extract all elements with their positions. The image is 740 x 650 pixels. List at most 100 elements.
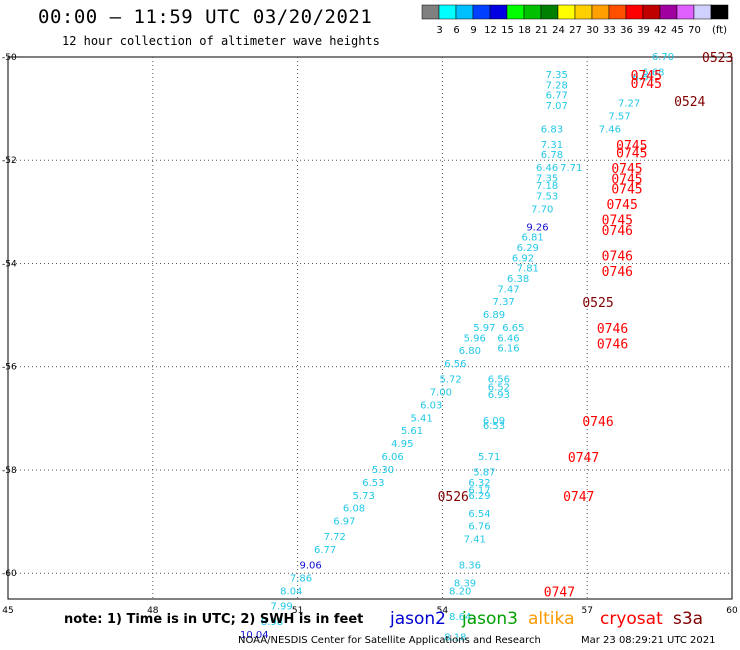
scale-tick-label: 39 <box>637 25 650 36</box>
latitude-label: -58 <box>2 466 17 476</box>
pass-time-label: 0746 <box>602 224 633 239</box>
wave-height-reading: 6.38 <box>507 274 529 285</box>
wave-height-reading: 6.68 <box>642 67 664 78</box>
longitude-label: 54 <box>437 606 449 616</box>
satellite-cryosat-label: cryosat <box>600 609 663 629</box>
wave-height-reading: 6.80 <box>459 346 481 357</box>
wave-height-reading: 7.57 <box>608 111 630 122</box>
pass-time-label: 0746 <box>602 265 633 280</box>
wave-height-reading: 6.46 <box>497 333 519 344</box>
latitude-label: -54 <box>2 259 17 269</box>
wave-height-reading: 6.92 <box>512 253 534 264</box>
wave-height-reading: 5.73 <box>353 491 375 502</box>
scale-tick-label: 70 <box>688 25 701 36</box>
satellite-s3a-label: s3a <box>673 609 704 629</box>
wave-height-reading: 8.36 <box>459 560 481 571</box>
wave-height-reading: 8.39 <box>454 579 476 590</box>
scale-tick-label: 9 <box>470 25 476 36</box>
wave-height-reading: 7.00 <box>430 388 452 399</box>
scale-tick-label: 12 <box>484 25 497 36</box>
pass-time-label: 0525 <box>582 296 613 311</box>
longitude-label: 51 <box>292 606 303 616</box>
wave-height-reading: 6.29 <box>517 243 539 254</box>
wave-height-reading: 4.95 <box>391 439 413 450</box>
map-subtitle: 12 hour collection of altimeter wave hei… <box>62 34 380 48</box>
wave-height-color-scale: 3 6 9 12 15 18 21 24 27 30 33 36 39 42 45 70 (ft) <box>421 4 729 36</box>
wave-height-reading: 6.70 <box>652 52 674 63</box>
wave-height-reading: 7.71 <box>560 163 582 174</box>
pass-time-label: 0746 <box>602 250 633 265</box>
longitude-label: 60 <box>726 606 738 616</box>
wave-height-reading: 6.76 <box>468 522 490 533</box>
map-frame <box>7 56 733 600</box>
satellite-jason2-label: jason2 <box>390 609 446 629</box>
latitude-label: -56 <box>2 363 17 373</box>
pass-time-label: 0526 <box>438 490 469 505</box>
scale-tick-label: 45 <box>671 25 684 36</box>
wave-height-reading: 5.97 <box>473 323 495 334</box>
wave-height-reading: 7.18 <box>536 181 558 192</box>
wave-height-reading: 7.47 <box>497 284 519 295</box>
wave-height-reading: 8.18 <box>444 633 466 644</box>
pass-time-label: 0745 <box>611 183 642 198</box>
wave-height-reading: 7.70 <box>531 204 553 215</box>
footer-note: note: 1) Time is in UTC; 2) SWH is in fe… <box>64 612 364 627</box>
wave-height-reading: 6.81 <box>521 233 543 244</box>
wave-height-reading: 6.17 <box>468 486 490 497</box>
wave-height-reading: 6.09 <box>483 416 505 427</box>
scale-tick-label: 21 <box>535 25 548 36</box>
wave-height-reading: 8.04 <box>280 586 302 597</box>
pass-time-label: 0523 <box>702 51 733 66</box>
scale-tick-label: 33 <box>603 25 616 36</box>
wave-height-reading: 7.27 <box>618 98 640 109</box>
wave-height-reading: 9.06 <box>299 560 321 571</box>
longitude-label: 45 <box>2 606 13 616</box>
wave-height-reading: 5.30 <box>372 465 394 476</box>
wave-height-reading: 5.72 <box>439 375 461 386</box>
pass-time-label: 0745 <box>611 162 642 177</box>
wave-height-reading: 6.78 <box>541 150 563 161</box>
footer-timestamp: Mar 23 08:29:21 UTC 2021 <box>581 635 716 646</box>
wave-height-reading: 7.53 <box>536 191 558 202</box>
pass-time-label: 0745 <box>631 77 662 92</box>
wave-height-reading: 6.65 <box>502 323 524 334</box>
wave-height-reading: 7.37 <box>493 297 515 308</box>
wave-height-reading: 6.53 <box>362 478 384 489</box>
scale-tick-label: 30 <box>586 25 599 36</box>
longitude-label: 57 <box>581 606 592 616</box>
wave-height-reading: 6.77 <box>314 545 336 556</box>
wave-height-reading: 7.41 <box>464 535 486 546</box>
wave-height-reading: 6.97 <box>333 517 355 528</box>
scale-swatch <box>710 4 729 20</box>
wave-height-reading: 9.26 <box>526 222 548 233</box>
scale-tick-label: 15 <box>501 25 514 36</box>
wave-height-reading: 6.46 <box>536 163 558 174</box>
pass-time-label: 0747 <box>568 451 599 466</box>
wave-height-reading: 7.07 <box>546 101 568 112</box>
wave-height-reading: 6.29 <box>468 491 490 502</box>
wave-height-reading: 10.04 <box>240 630 269 641</box>
wave-height-reading: 5.41 <box>410 413 432 424</box>
wave-height-reading: 7.81 <box>517 264 539 275</box>
scale-tick-label: 18 <box>518 25 531 36</box>
pass-time-label: 0745 <box>611 172 642 187</box>
scale-tick-label: 24 <box>552 25 565 36</box>
latitude-label: -52 <box>2 156 17 166</box>
scale-tick-label: 27 <box>569 25 582 36</box>
wave-height-reading: 5.87 <box>473 468 495 479</box>
wave-height-reading: 7.35 <box>546 70 568 81</box>
wave-height-reading: 6.61 <box>633 73 655 84</box>
scale-tick-label: 42 <box>654 25 667 36</box>
wave-height-reading: 6.54 <box>468 509 490 520</box>
latitude-label: -50 <box>2 53 17 63</box>
wave-height-reading: 6.56 <box>488 375 510 386</box>
scale-tick-label: 6 <box>453 25 459 36</box>
wave-height-reading: 6.93 <box>488 390 510 401</box>
pass-time-label: 0746 <box>582 415 613 430</box>
wave-height-reading: 6.16 <box>497 344 519 355</box>
wave-height-reading: 6.83 <box>541 124 563 135</box>
pass-time-label: 0746 <box>597 322 628 337</box>
wave-height-reading: 6.52 <box>488 382 510 393</box>
wave-height-reading: 7.35 <box>536 173 558 184</box>
